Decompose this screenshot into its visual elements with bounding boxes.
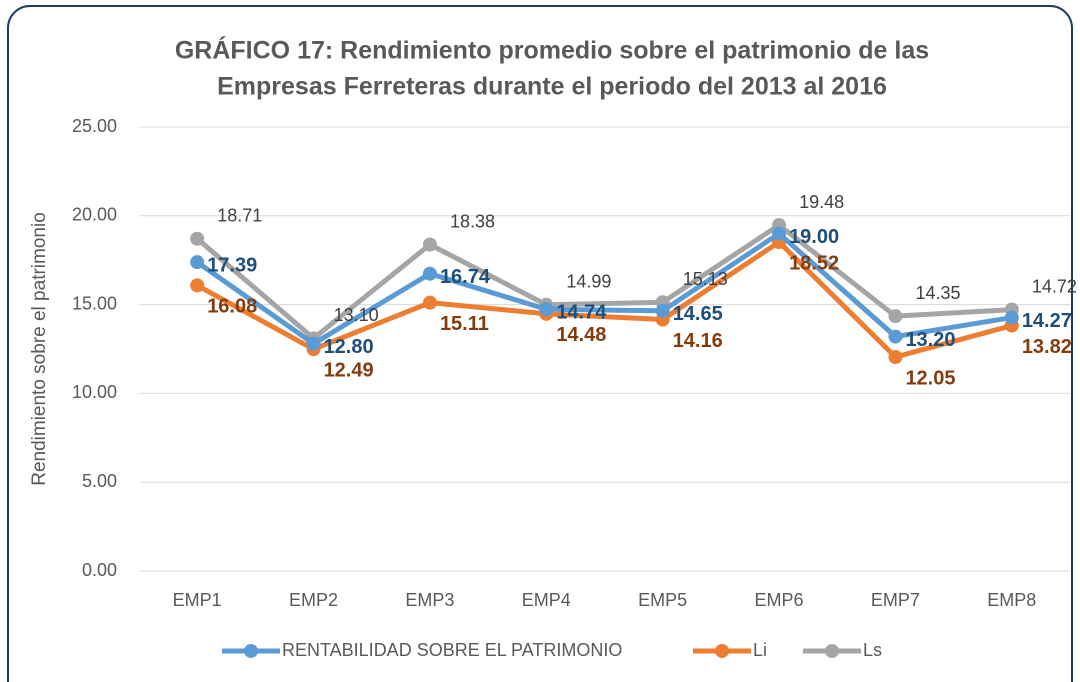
chart-title: Empresas Ferreteras durante el periodo d… <box>217 73 887 101</box>
data-label: 19.48 <box>799 192 844 212</box>
series-line <box>195 222 1012 341</box>
y-tick-label: 0.00 <box>82 560 117 580</box>
data-label: 18.71 <box>217 205 262 225</box>
data-point <box>190 231 205 246</box>
chart-title: GRÁFICO 17: Rendimiento promedio sobre e… <box>175 36 929 65</box>
data-label: 17.39 <box>207 254 257 276</box>
data-point <box>190 278 205 293</box>
y-tick-label: 25.00 <box>72 116 117 136</box>
data-label: 16.74 <box>440 266 491 288</box>
x-tick-label: EMP7 <box>871 590 920 610</box>
y-axis-label: Rendimiento sobre el patrimonio <box>29 212 50 486</box>
x-tick-label: EMP6 <box>755 590 804 610</box>
data-label: 16.08 <box>207 296 257 318</box>
data-label: 14.16 <box>673 330 723 352</box>
data-label: 14.48 <box>556 324 606 346</box>
data-label: 13.10 <box>334 305 379 325</box>
data-label: 13.20 <box>905 329 955 351</box>
data-label: 14.27 <box>1022 310 1072 332</box>
legend-label: Ls <box>863 640 882 660</box>
x-tick-label: EMP8 <box>987 590 1036 610</box>
series-line <box>195 239 1013 360</box>
data-point <box>539 302 554 317</box>
data-label: 12.05 <box>905 367 955 389</box>
legend-label: Li <box>753 640 767 660</box>
x-tick-label: EMP4 <box>522 590 571 610</box>
data-label: 18.38 <box>450 211 495 231</box>
data-label: 19.00 <box>789 226 839 248</box>
series-line <box>195 231 1013 347</box>
data-label: 15.13 <box>683 269 728 289</box>
x-tick-label: EMP3 <box>405 590 454 610</box>
data-label: 15.11 <box>440 313 489 335</box>
legend-swatch <box>825 644 839 658</box>
legend-label: RENTABILIDAD SOBRE EL PATRIMONIO <box>282 640 622 660</box>
data-point <box>190 255 205 270</box>
data-point <box>888 309 903 324</box>
data-point <box>1004 310 1019 325</box>
legend-swatch <box>244 644 258 658</box>
data-point <box>306 336 321 351</box>
chart-border <box>7 5 1073 682</box>
data-point <box>422 237 437 252</box>
data-label: 14.99 <box>566 272 611 292</box>
data-point <box>772 226 787 241</box>
data-point <box>422 295 437 310</box>
y-tick-label: 20.00 <box>72 205 117 225</box>
data-point <box>888 349 903 364</box>
data-label: 14.72 <box>1032 276 1077 296</box>
data-point <box>888 329 903 344</box>
y-tick-label: 15.00 <box>72 293 117 313</box>
data-label: 14.65 <box>673 303 723 325</box>
data-point <box>422 266 437 281</box>
y-tick-label: 5.00 <box>82 471 117 491</box>
data-label: 13.82 <box>1022 336 1072 358</box>
legend-swatch <box>715 644 729 658</box>
data-point <box>655 303 670 318</box>
x-tick-label: EMP1 <box>173 590 222 610</box>
data-label: 14.74 <box>556 301 607 323</box>
data-label: 14.35 <box>915 283 960 303</box>
data-label: 18.52 <box>789 252 839 274</box>
data-label: 12.49 <box>324 359 374 381</box>
y-tick-label: 10.00 <box>72 382 117 402</box>
data-label: 12.80 <box>324 336 374 358</box>
x-tick-label: EMP2 <box>289 590 338 610</box>
x-tick-label: EMP5 <box>638 590 687 610</box>
